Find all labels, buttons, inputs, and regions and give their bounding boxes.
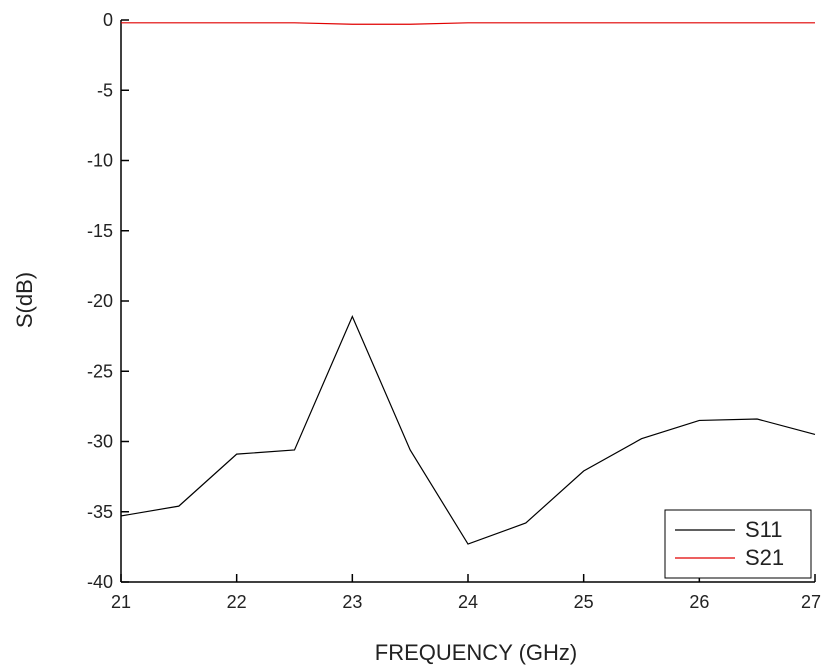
legend-label: S11 <box>745 517 783 542</box>
x-tick-label: 24 <box>458 592 478 612</box>
y-axis-label: S(dB) <box>12 272 37 328</box>
y-tick-label: -15 <box>87 221 113 241</box>
x-tick-label: 21 <box>111 592 131 612</box>
x-tick-label: 22 <box>227 592 247 612</box>
y-tick-label: -20 <box>87 291 113 311</box>
x-tick-label: 27 <box>801 592 821 612</box>
x-axis-label: FREQUENCY (GHz) <box>375 640 578 665</box>
y-tick-label: -35 <box>87 502 113 522</box>
x-tick-label: 26 <box>689 592 709 612</box>
y-tick-label: -40 <box>87 572 113 592</box>
legend-box <box>664 509 812 579</box>
x-tick-label: 23 <box>342 592 362 612</box>
series-line <box>121 22 815 25</box>
y-tick-label: 0 <box>103 10 113 30</box>
y-tick-label: -30 <box>87 432 113 452</box>
x-tick-label: 25 <box>574 592 594 612</box>
y-tick-label: -5 <box>97 80 113 100</box>
y-tick-label: -25 <box>87 361 113 381</box>
legend-label: S21 <box>745 545 784 570</box>
series-line <box>120 314 816 545</box>
y-tick-label: -10 <box>87 151 113 171</box>
